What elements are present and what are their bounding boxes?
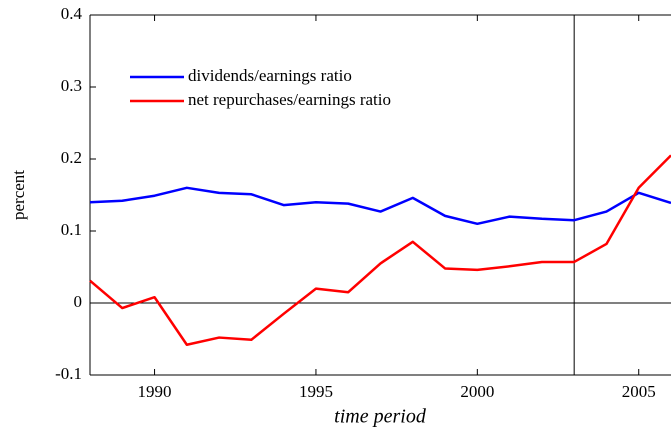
legend-label: net repurchases/earnings ratio	[188, 90, 391, 109]
x-tick-label: 2000	[460, 382, 494, 401]
x-tick-label: 2005	[622, 382, 656, 401]
y-tick-label: 0.1	[61, 220, 82, 239]
y-tick-label: -0.1	[55, 364, 82, 383]
y-tick-label: 0.2	[61, 148, 82, 167]
x-axis-label: time period	[334, 406, 427, 428]
y-axis-label: percent	[9, 170, 28, 220]
x-tick-label: 1995	[299, 382, 333, 401]
x-tick-label: 1990	[138, 382, 172, 401]
legend-label: dividends/earnings ratio	[188, 66, 352, 85]
data-line	[89, 186, 671, 226]
y-tick-label: 0.4	[61, 4, 83, 23]
y-tick-label: 0.3	[61, 76, 82, 95]
data-line	[89, 154, 671, 347]
y-tick-label: 0	[74, 292, 83, 311]
